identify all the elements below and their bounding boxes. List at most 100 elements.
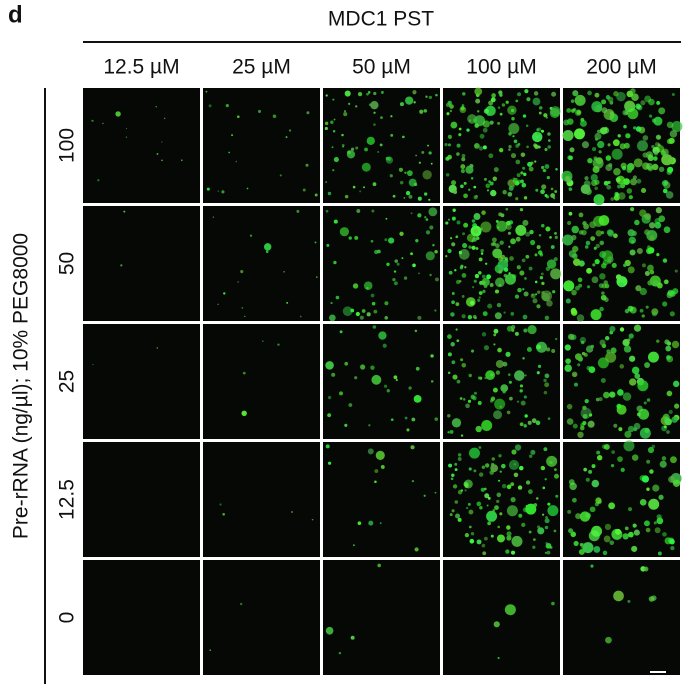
droplet <box>663 226 671 234</box>
droplet <box>651 308 659 316</box>
droplet <box>510 482 515 487</box>
droplet <box>286 301 289 304</box>
droplet <box>585 477 590 482</box>
droplet <box>447 100 452 106</box>
droplet <box>628 236 636 244</box>
droplet <box>424 216 427 219</box>
droplet <box>567 509 572 514</box>
droplet <box>450 312 455 317</box>
droplet <box>299 315 302 318</box>
droplet <box>454 500 459 504</box>
droplet <box>467 502 471 506</box>
droplet <box>610 464 615 468</box>
droplet <box>393 375 398 380</box>
droplet <box>584 245 589 249</box>
droplet <box>519 422 524 427</box>
droplet <box>525 254 530 259</box>
droplet <box>366 92 369 96</box>
droplet <box>582 221 587 226</box>
droplet <box>543 390 548 395</box>
droplet <box>609 100 614 105</box>
droplet <box>620 467 625 473</box>
droplet <box>496 220 508 232</box>
droplet <box>428 95 433 100</box>
droplet <box>515 197 519 201</box>
droplet <box>546 176 550 180</box>
droplet <box>523 172 527 177</box>
droplet <box>620 183 626 189</box>
droplet <box>465 403 470 409</box>
droplet <box>581 141 590 149</box>
droplet <box>570 531 577 538</box>
droplet <box>352 283 359 289</box>
droplet <box>593 545 601 553</box>
droplet <box>546 347 551 352</box>
droplet <box>490 396 496 402</box>
droplet <box>594 92 600 98</box>
droplet <box>653 521 657 525</box>
droplet <box>644 213 652 220</box>
droplet <box>545 542 548 545</box>
droplet <box>398 167 404 172</box>
droplet <box>483 536 488 541</box>
droplet <box>648 154 652 158</box>
droplet <box>667 166 674 173</box>
droplet <box>555 167 558 171</box>
droplet <box>643 520 650 527</box>
droplet <box>578 97 582 101</box>
droplet <box>382 343 387 348</box>
droplet <box>529 454 533 458</box>
droplet <box>662 188 668 194</box>
droplet <box>385 156 390 161</box>
droplet <box>468 119 472 122</box>
droplet <box>514 444 522 451</box>
droplet <box>468 245 472 249</box>
droplet <box>506 535 512 541</box>
droplet <box>588 413 593 417</box>
droplet <box>279 174 282 177</box>
droplet <box>466 233 476 242</box>
droplet <box>355 105 358 108</box>
droplet <box>464 483 469 489</box>
droplet <box>406 170 413 177</box>
droplet <box>550 193 556 198</box>
droplet <box>451 360 456 365</box>
droplet <box>410 212 413 215</box>
droplet <box>646 487 650 491</box>
droplet <box>493 333 497 337</box>
droplet <box>465 165 474 174</box>
droplet <box>383 384 388 388</box>
droplet <box>408 194 413 199</box>
droplet <box>448 270 453 275</box>
droplet <box>622 109 628 116</box>
droplet <box>482 289 486 293</box>
droplet <box>491 93 496 98</box>
droplet <box>544 164 550 169</box>
droplet <box>594 186 598 191</box>
droplet <box>593 246 597 250</box>
droplet <box>653 116 663 126</box>
droplet <box>350 308 355 313</box>
droplet <box>615 177 621 183</box>
droplet <box>470 531 475 536</box>
droplet <box>482 145 487 150</box>
droplet <box>447 143 451 147</box>
droplet <box>516 173 521 178</box>
droplet <box>599 251 607 258</box>
droplet <box>378 331 387 340</box>
droplet <box>510 312 515 316</box>
droplet <box>672 479 681 487</box>
droplet <box>629 378 637 386</box>
droplet <box>605 155 612 161</box>
droplet <box>384 238 388 242</box>
droplet <box>494 505 499 510</box>
droplet <box>535 497 539 500</box>
droplet <box>547 505 559 517</box>
droplet <box>325 181 328 184</box>
droplet <box>624 526 629 531</box>
droplet <box>550 106 561 117</box>
droplet <box>325 209 329 213</box>
droplet <box>618 282 624 288</box>
droplet <box>583 353 588 357</box>
droplet <box>462 232 466 236</box>
